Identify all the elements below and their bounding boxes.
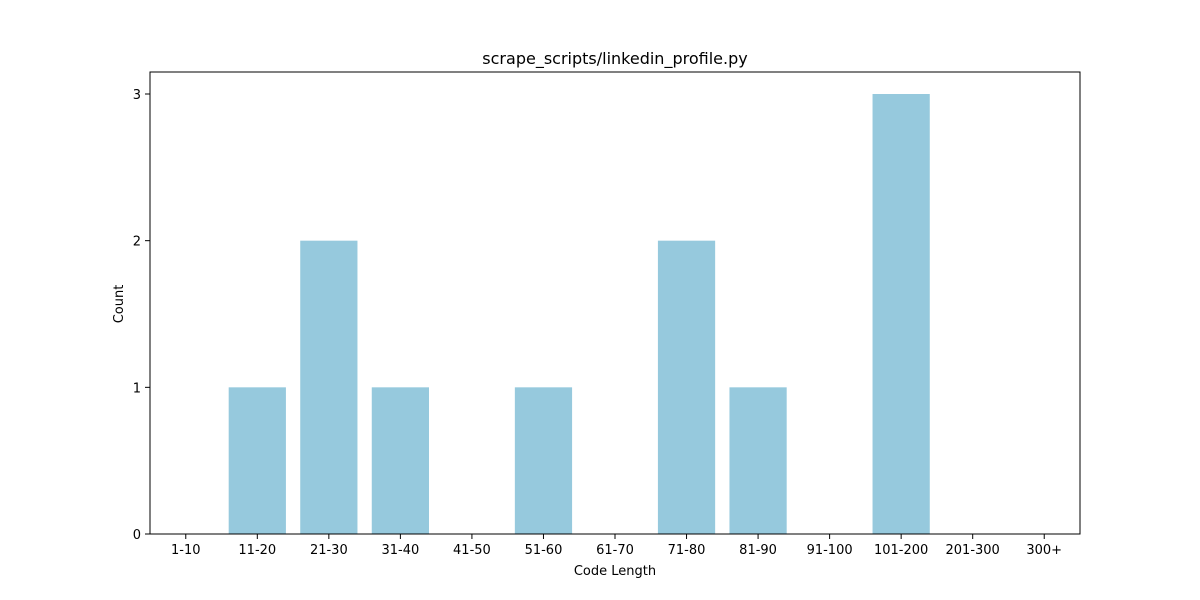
y-tick-label: 1 — [133, 381, 141, 396]
x-tick-label: 1-10 — [171, 543, 201, 558]
x-tick-label: 51-60 — [525, 543, 563, 558]
x-tick-label: 81-90 — [739, 543, 777, 558]
x-tick-label: 71-80 — [668, 543, 706, 558]
bar — [514, 387, 573, 534]
bar — [371, 387, 429, 534]
x-tick-label: 11-20 — [238, 543, 276, 558]
x-tick-label: 201-300 — [946, 543, 1000, 558]
y-tick-label: 3 — [133, 88, 141, 103]
bar — [657, 240, 716, 535]
bar — [300, 240, 358, 535]
x-tick-label: 101-200 — [874, 543, 928, 558]
chart-title: scrape_scripts/linkedin_profile.py — [482, 49, 747, 69]
x-axis-label: Code Length — [574, 564, 656, 579]
y-tick-label: 2 — [133, 235, 141, 250]
x-tick-label: 21-30 — [310, 543, 348, 558]
x-tick-label: 300+ — [1026, 543, 1062, 558]
y-axis-label: Count — [112, 285, 127, 324]
bar — [729, 387, 787, 534]
x-tick-label: 31-40 — [381, 543, 419, 558]
x-tick-label: 41-50 — [453, 543, 491, 558]
y-tick-label: 0 — [133, 528, 141, 543]
plot-frame — [149, 71, 1081, 535]
x-tick-label: 91-100 — [807, 543, 853, 558]
bar — [228, 387, 286, 534]
x-tick-label: 61-70 — [596, 543, 634, 558]
bar — [872, 94, 930, 534]
plot-area: 0 1 2 3 1-10 11-20 21-30 31-40 41-50 51-60 61-70 71… — [133, 71, 1081, 558]
